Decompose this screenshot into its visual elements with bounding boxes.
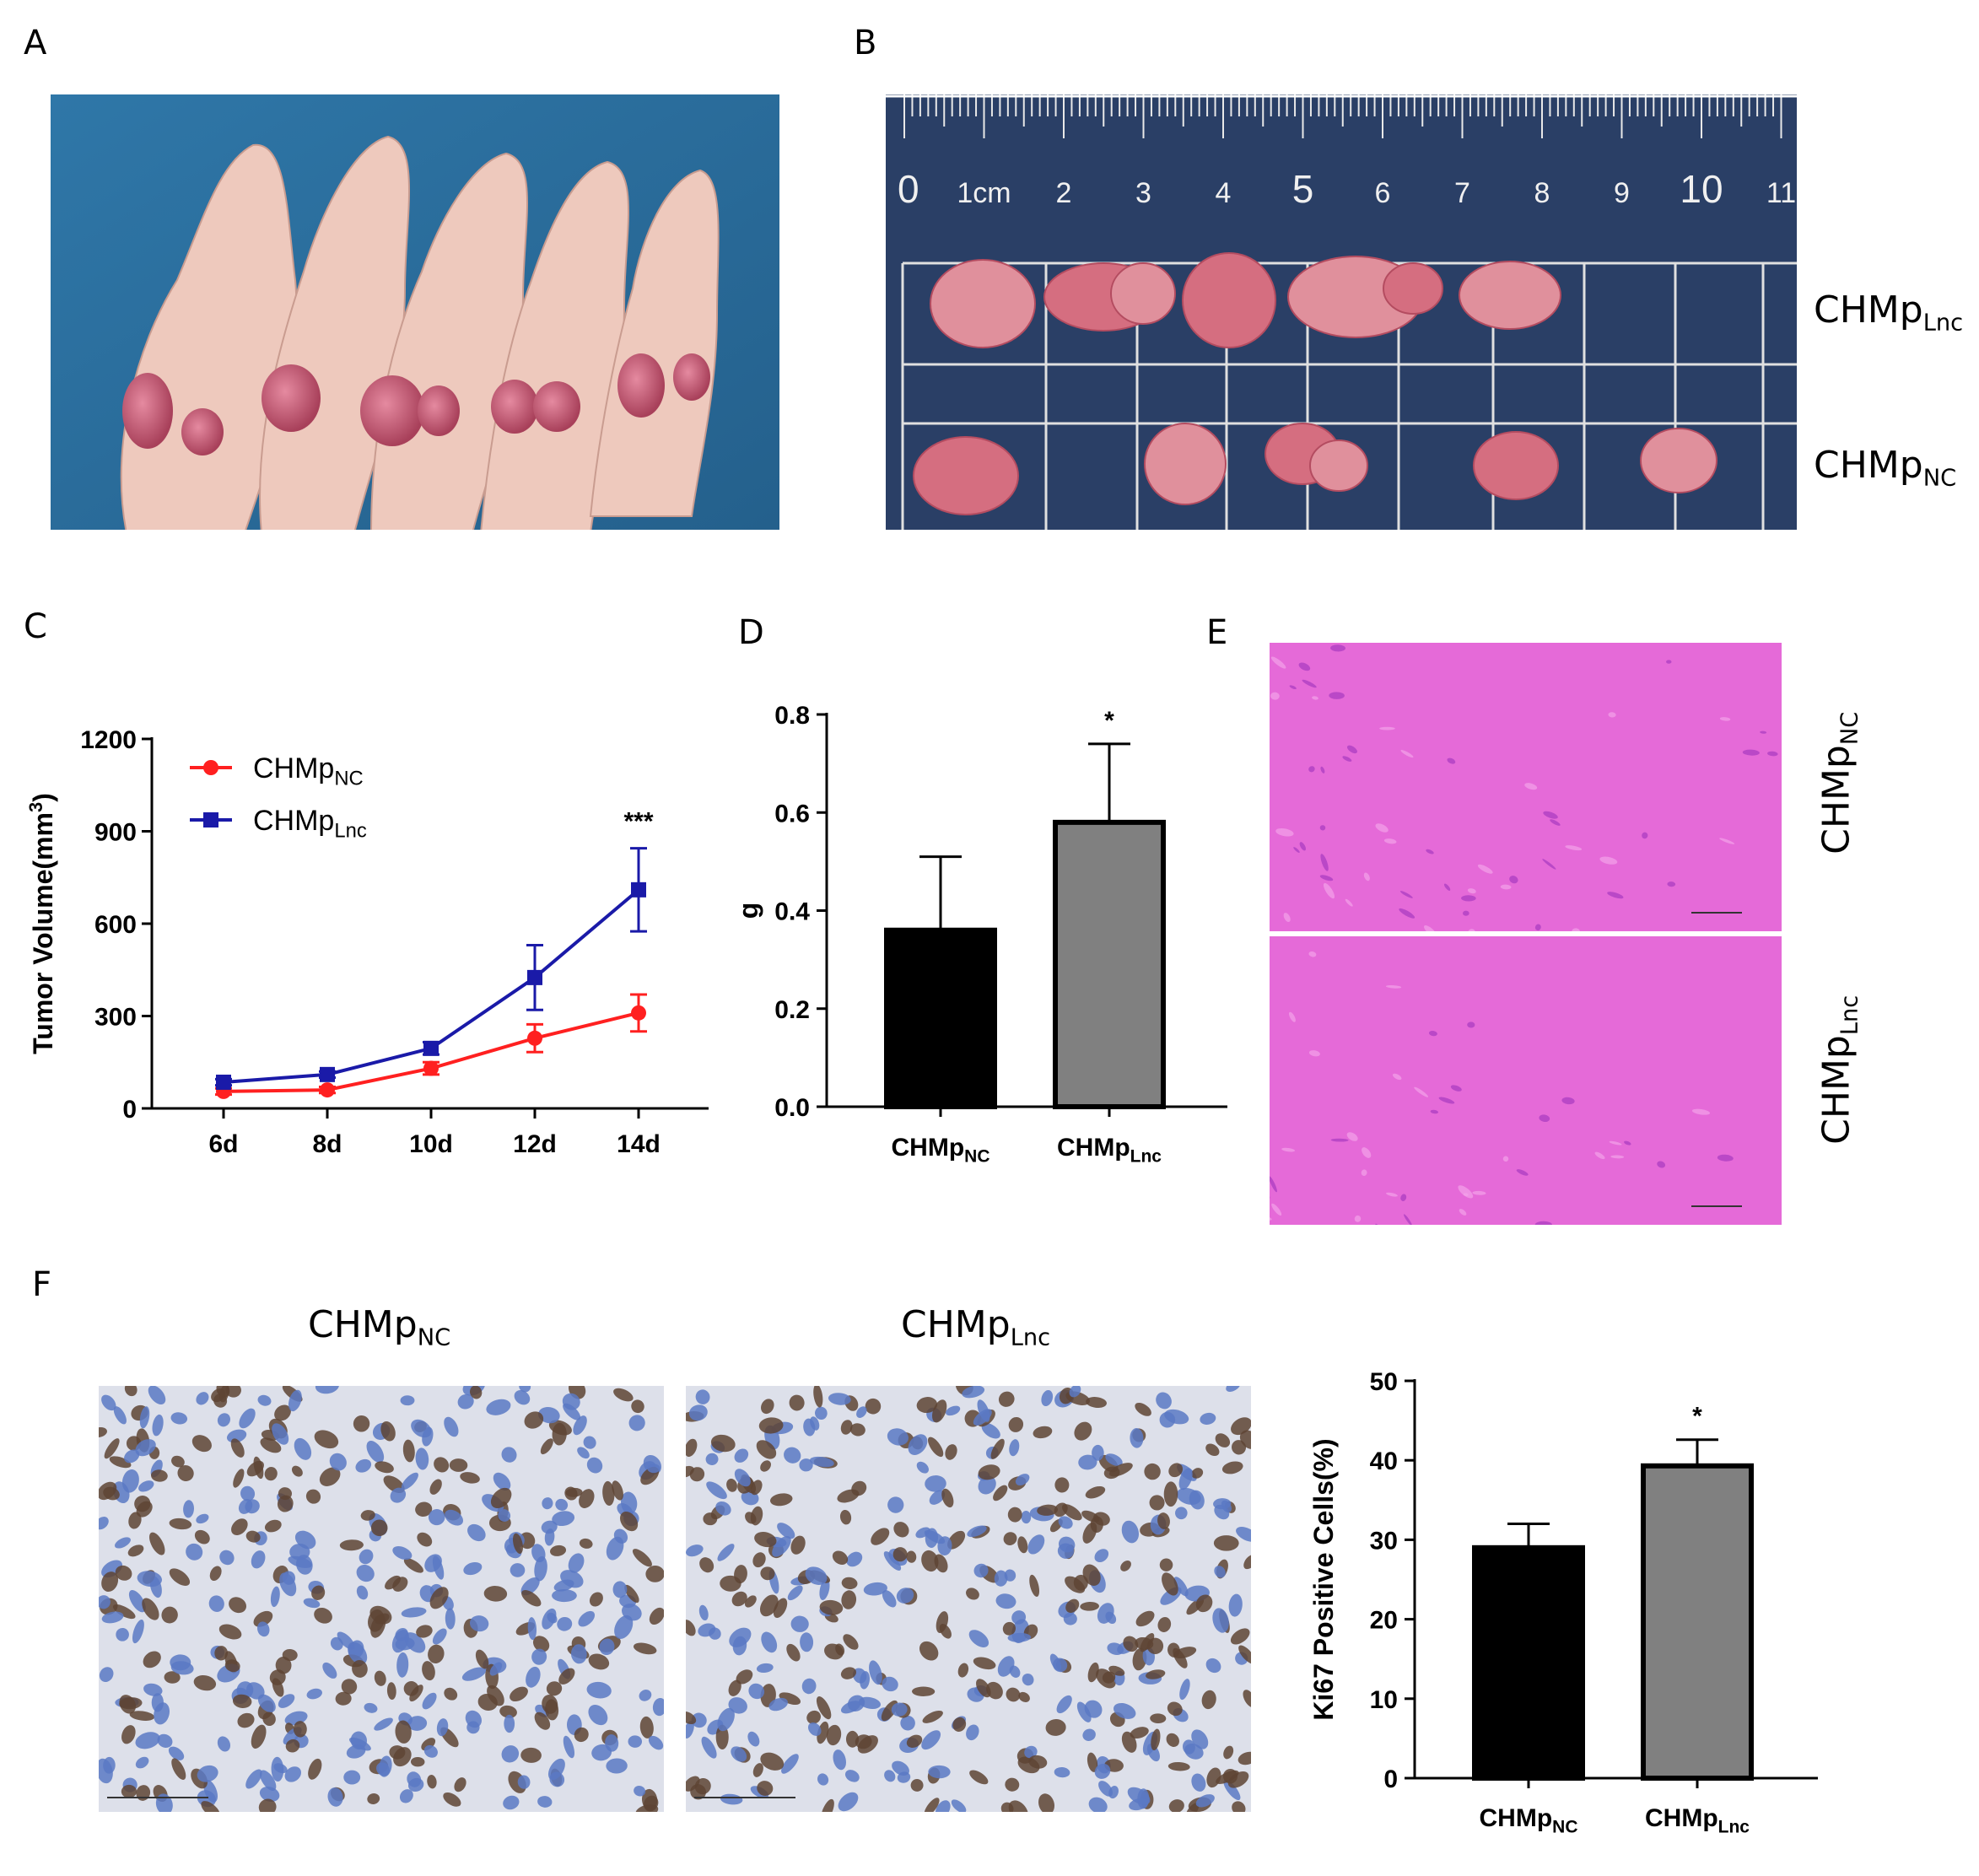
ihc-title-lnc: CHMpLnc: [901, 1303, 1051, 1351]
ruler-number: 10: [1680, 167, 1723, 211]
panel-label-a: A: [24, 24, 47, 62]
y-tick-label: 0.6: [774, 800, 810, 827]
panel-label-b: B: [854, 24, 877, 62]
bar: [1472, 1544, 1585, 1781]
ki67-bar-chart: 0 10 20 30 40 50 CHMpNC CHMpLnc * Ki67 Positive C…: [1308, 1368, 1818, 1837]
tumor: [1640, 428, 1717, 493]
lnc-point: [423, 1040, 439, 1056]
ruler-number: 0: [898, 167, 919, 211]
ruler-number: 1cm: [957, 177, 1011, 209]
panel-label-d: D: [738, 613, 764, 652]
x-tick-label: 12d: [513, 1130, 557, 1158]
he-image-lnc: [1270, 936, 1782, 1225]
nc-point: [423, 1060, 439, 1076]
tumor-weight-bar-chart: 0.0 0.2 0.4 0.6 0.8 CHMpNC CHMpLnc * g: [733, 702, 1227, 1167]
ruler-number: 8: [1534, 177, 1550, 209]
ruler-number: 5: [1292, 167, 1314, 211]
tumor: [913, 436, 1019, 515]
lnc-point: [320, 1066, 335, 1082]
y-axis-label: g: [733, 903, 763, 919]
bar: [884, 927, 997, 1109]
lnc-point: [216, 1074, 231, 1090]
x-tick-label: CHMpNC: [1480, 1804, 1578, 1837]
ruler-number: 4: [1216, 177, 1232, 209]
mice-photo: [51, 94, 779, 530]
tumor-volume-line-chart: 0 300 600 900 1200 6d 8d 10d 12d 14d Tumor Volume(…: [25, 726, 709, 1158]
x-tick-label: 6d: [208, 1130, 238, 1158]
significance-annotation: ***: [623, 808, 653, 836]
board-label-nc: CHMpNC: [1814, 444, 1957, 492]
he-label-lnc: CHMpLnc: [1815, 995, 1863, 1145]
legend-marker: [203, 760, 218, 775]
y-axis-label: Ki67 Positive Cells(%): [1308, 1438, 1339, 1720]
y-tick-label: 0.2: [774, 996, 810, 1024]
y-tick-label: 50: [1370, 1368, 1398, 1396]
tumor: [1144, 423, 1227, 505]
bar: [1641, 1463, 1754, 1781]
legend-label: CHMpLnc: [253, 805, 367, 843]
tumor-board-photo: 0 1cm 2 3 4 5 6 7 8 9 10 11: [886, 94, 1797, 530]
tumor: [930, 259, 1036, 348]
bar: [1053, 819, 1166, 1109]
nc-point: [527, 1030, 542, 1046]
ihc-image-lnc: [686, 1386, 1251, 1812]
x-tick-label: 8d: [312, 1130, 342, 1158]
ruler-number: 7: [1454, 177, 1470, 209]
significance-annotation: *: [1692, 1403, 1702, 1431]
y-tick-label: 10: [1370, 1686, 1398, 1714]
board-label-lnc: CHMpLnc: [1814, 288, 1964, 337]
panel-label-c: C: [24, 607, 47, 646]
y-tick-label: 600: [94, 911, 137, 939]
y-tick-label: 300: [94, 1004, 137, 1032]
tumor: [1473, 431, 1559, 500]
tumor: [1459, 261, 1561, 330]
tumor: [1383, 262, 1443, 315]
y-tick-label: 0.4: [774, 898, 810, 926]
ruler-number: 2: [1056, 177, 1072, 209]
y-tick-label: 900: [94, 819, 137, 847]
y-tick-label: 1200: [80, 726, 137, 754]
ruler-number: 3: [1135, 177, 1151, 209]
nc-point: [320, 1082, 335, 1098]
ruler-number: 11: [1766, 177, 1796, 209]
y-tick-label: 40: [1370, 1447, 1398, 1475]
y-axis-label: Tumor Volume(mm3): [25, 793, 58, 1054]
ruler-number: 6: [1375, 177, 1391, 209]
y-tick-label: 30: [1370, 1527, 1398, 1555]
x-tick-label: CHMpNC: [892, 1134, 990, 1167]
y-tick-label: 0.0: [774, 1094, 810, 1122]
y-tick-label: 0: [122, 1096, 137, 1124]
x-tick-label: CHMpLnc: [1057, 1134, 1162, 1167]
y-tick-label: 0.8: [774, 702, 810, 730]
panel-label-f: F: [32, 1265, 52, 1304]
he-image-nc: [1270, 643, 1782, 931]
y-tick-label: 0: [1383, 1765, 1398, 1793]
x-tick-label: 14d: [617, 1130, 661, 1158]
legend-label: CHMpNC: [253, 752, 364, 790]
tumor: [1182, 252, 1276, 348]
x-tick-label: 10d: [409, 1130, 453, 1158]
ihc-image-nc: [99, 1386, 664, 1812]
lnc-point: [527, 969, 542, 985]
tumor: [1309, 439, 1368, 492]
legend-marker: [203, 812, 218, 827]
significance-annotation: *: [1104, 707, 1114, 735]
panel-label-e: E: [1206, 613, 1228, 652]
tumor: [1110, 262, 1176, 325]
ihc-title-nc: CHMpNC: [308, 1303, 451, 1351]
he-label-nc: CHMpNC: [1815, 711, 1863, 854]
lnc-point: [631, 881, 646, 898]
ruler-number: 9: [1614, 177, 1630, 209]
y-tick-label: 20: [1370, 1607, 1398, 1635]
nc-point: [631, 1005, 646, 1021]
x-tick-label: CHMpLnc: [1645, 1804, 1750, 1837]
